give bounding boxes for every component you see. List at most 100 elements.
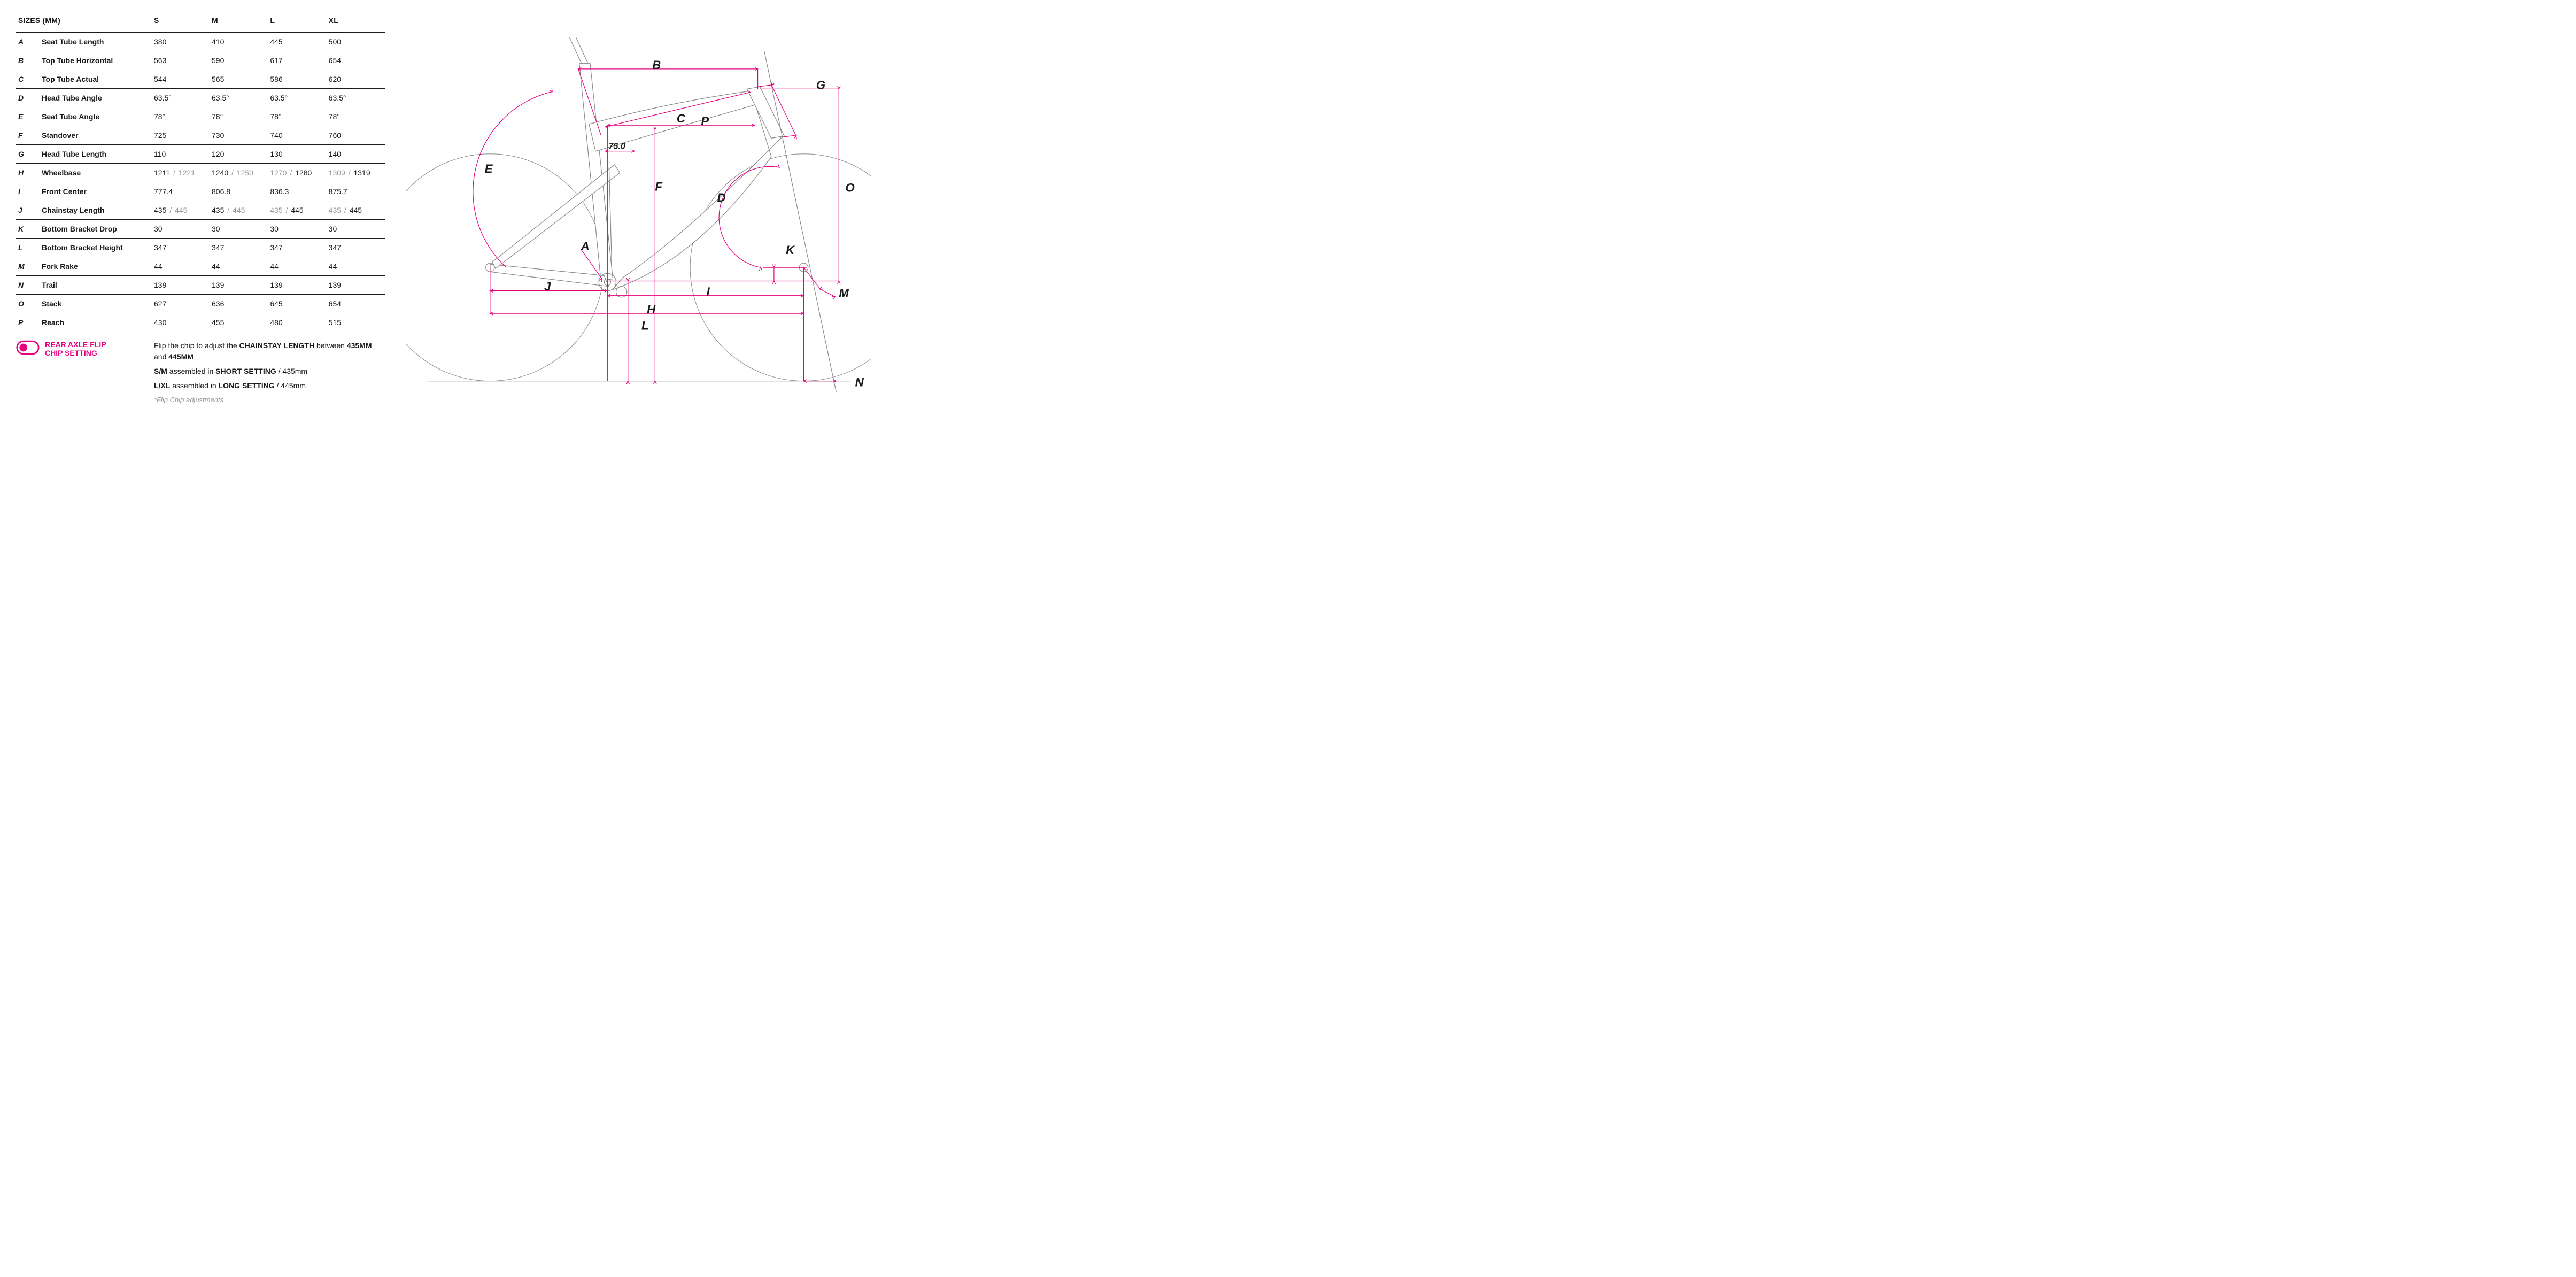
svg-text:J: J (544, 280, 551, 294)
row-label: Standover (40, 126, 152, 145)
table-row: MFork Rake44444444 (16, 257, 385, 276)
row-code: E (16, 107, 40, 126)
table-row: ESeat Tube Angle78°78°78°78° (16, 107, 385, 126)
table-row: JChainstay Length435 / 445435 / 445435 /… (16, 201, 385, 220)
row-value: 435 / 445 (327, 201, 385, 220)
table-row: LBottom Bracket Height347347347347 (16, 239, 385, 257)
table-row: KBottom Bracket Drop30303030 (16, 220, 385, 239)
row-value: 760 (327, 126, 385, 145)
row-value: 1270 / 1280 (268, 164, 326, 182)
row-code: G (16, 145, 40, 164)
row-value: 30 (152, 220, 210, 239)
table-row: IFront Center777.4806.8836.3875.7 (16, 182, 385, 201)
row-value: 1240 / 1250 (210, 164, 268, 182)
geometry-table-panel: SIZES (MM) S M L XL ASeat Tube Length380… (16, 11, 385, 419)
table-row: DHead Tube Angle63.5°63.5°63.5°63.5° (16, 89, 385, 107)
row-code: K (16, 220, 40, 239)
row-value: 654 (327, 295, 385, 313)
row-code: P (16, 313, 40, 332)
row-label: Head Tube Angle (40, 89, 152, 107)
note-text: assembled in (170, 381, 218, 390)
row-label: Wheelbase (40, 164, 152, 182)
footer-notes: REAR AXLE FLIP CHIP SETTING Flip the chi… (16, 332, 385, 409)
svg-text:F: F (655, 180, 663, 194)
row-code: F (16, 126, 40, 145)
row-value: 480 (268, 313, 326, 332)
svg-text:O: O (845, 181, 854, 195)
note-text: Flip the chip to adjust the (154, 341, 239, 350)
svg-text:75.0: 75.0 (608, 142, 625, 151)
note-text: and (154, 352, 168, 361)
row-value: 44 (268, 257, 326, 276)
svg-text:H: H (647, 303, 656, 316)
row-value: 455 (210, 313, 268, 332)
row-value: 63.5° (327, 89, 385, 107)
row-value: 654 (327, 51, 385, 70)
row-value: 139 (268, 276, 326, 295)
row-label: Stack (40, 295, 152, 313)
row-value: 347 (210, 239, 268, 257)
row-value: 565 (210, 70, 268, 89)
row-value: 347 (268, 239, 326, 257)
row-value: 586 (268, 70, 326, 89)
row-value: 590 (210, 51, 268, 70)
table-row: NTrail139139139139 (16, 276, 385, 295)
row-label: Bottom Bracket Height (40, 239, 152, 257)
note-text: 435MM (347, 341, 372, 350)
note-text: between (314, 341, 347, 350)
row-value: 430 (152, 313, 210, 332)
row-code: A (16, 33, 40, 51)
svg-text:A: A (581, 240, 590, 253)
row-value: 836.3 (268, 182, 326, 201)
flip-chip-label-2: CHIP SETTING (45, 349, 106, 357)
svg-text:L: L (641, 319, 649, 333)
row-value: 110 (152, 145, 210, 164)
row-code: D (16, 89, 40, 107)
row-value: 78° (152, 107, 210, 126)
table-row: PReach430455480515 (16, 313, 385, 332)
row-label: Chainstay Length (40, 201, 152, 220)
table-header-label: SIZES (MM) (16, 11, 152, 33)
row-value: 1309 / 1319 (327, 164, 385, 182)
svg-text:M: M (839, 287, 849, 300)
row-code: L (16, 239, 40, 257)
row-label: Top Tube Actual (40, 70, 152, 89)
table-row: CTop Tube Actual544565586620 (16, 70, 385, 89)
row-value: 44 (152, 257, 210, 276)
row-label: Bottom Bracket Drop (40, 220, 152, 239)
svg-text:P: P (701, 114, 709, 128)
row-value: 806.8 (210, 182, 268, 201)
table-row: OStack627636645654 (16, 295, 385, 313)
row-value: 435 / 445 (152, 201, 210, 220)
row-value: 435 / 445 (210, 201, 268, 220)
col-l: L (268, 11, 326, 33)
notes-column: Flip the chip to adjust the CHAINSTAY LE… (154, 340, 385, 409)
row-label: Seat Tube Length (40, 33, 152, 51)
row-value: 30 (327, 220, 385, 239)
note-text: / 445mm (275, 381, 306, 390)
row-code: J (16, 201, 40, 220)
note-text: CHAINSTAY LENGTH (239, 341, 315, 350)
row-value: 777.4 (152, 182, 210, 201)
row-value: 44 (327, 257, 385, 276)
row-code: N (16, 276, 40, 295)
row-value: 78° (210, 107, 268, 126)
row-code: I (16, 182, 40, 201)
flip-chip-callout: REAR AXLE FLIP CHIP SETTING (16, 340, 144, 409)
row-value: 445 (268, 33, 326, 51)
geometry-diagram: ABCDEFGHIJKLMNOP75.0 (406, 27, 871, 416)
row-value: 63.5° (210, 89, 268, 107)
table-row: FStandover725730740760 (16, 126, 385, 145)
row-value: 139 (152, 276, 210, 295)
note-text: / 435mm (276, 367, 307, 375)
geometry-table: SIZES (MM) S M L XL ASeat Tube Length380… (16, 11, 385, 332)
row-code: C (16, 70, 40, 89)
flip-chip-label-1: REAR AXLE FLIP (45, 340, 106, 349)
row-value: 139 (327, 276, 385, 295)
row-code: M (16, 257, 40, 276)
row-value: 515 (327, 313, 385, 332)
svg-text:G: G (816, 78, 825, 91)
row-value: 130 (268, 145, 326, 164)
col-m: M (210, 11, 268, 33)
row-value: 627 (152, 295, 210, 313)
